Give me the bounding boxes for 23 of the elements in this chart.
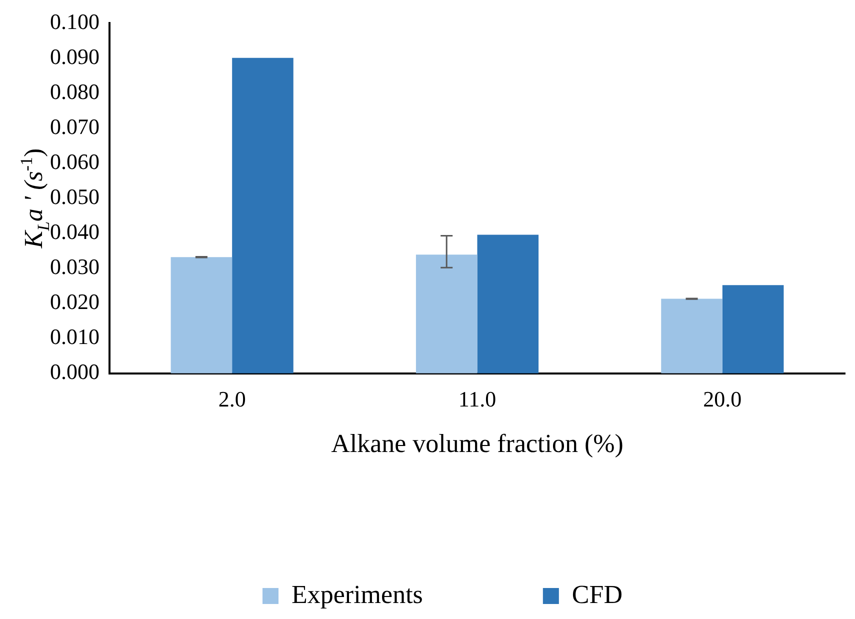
x-axis-title: Alkane volume fraction (%) bbox=[331, 429, 624, 458]
x-tick-label: 2.0 bbox=[218, 386, 246, 412]
y-tick-label: 0.040 bbox=[50, 219, 100, 244]
y-tick-label: 0.080 bbox=[50, 79, 100, 104]
legend-label: Experiments bbox=[292, 580, 423, 609]
y-tick-label: 0.010 bbox=[50, 324, 100, 350]
bar bbox=[232, 58, 294, 374]
y-tick-label: 0.050 bbox=[50, 184, 100, 210]
bar bbox=[416, 254, 478, 374]
legend-label: CFD bbox=[572, 580, 622, 609]
y-tick-label: 0.020 bbox=[50, 289, 100, 314]
x-tick-label: 20.0 bbox=[703, 386, 742, 412]
x-tick-label: 11.0 bbox=[458, 386, 496, 412]
bar bbox=[661, 298, 722, 374]
y-tick-label: 0.060 bbox=[50, 149, 100, 174]
y-tick-label: 0.000 bbox=[50, 359, 100, 384]
bar bbox=[477, 234, 539, 374]
y-tick-label: 0.070 bbox=[50, 114, 100, 140]
y-tick-label: 0.030 bbox=[50, 254, 100, 280]
bar bbox=[722, 285, 784, 374]
y-tick-label: 0.100 bbox=[50, 8, 100, 34]
bar bbox=[170, 257, 232, 374]
y-tick-label: 0.090 bbox=[50, 44, 100, 69]
